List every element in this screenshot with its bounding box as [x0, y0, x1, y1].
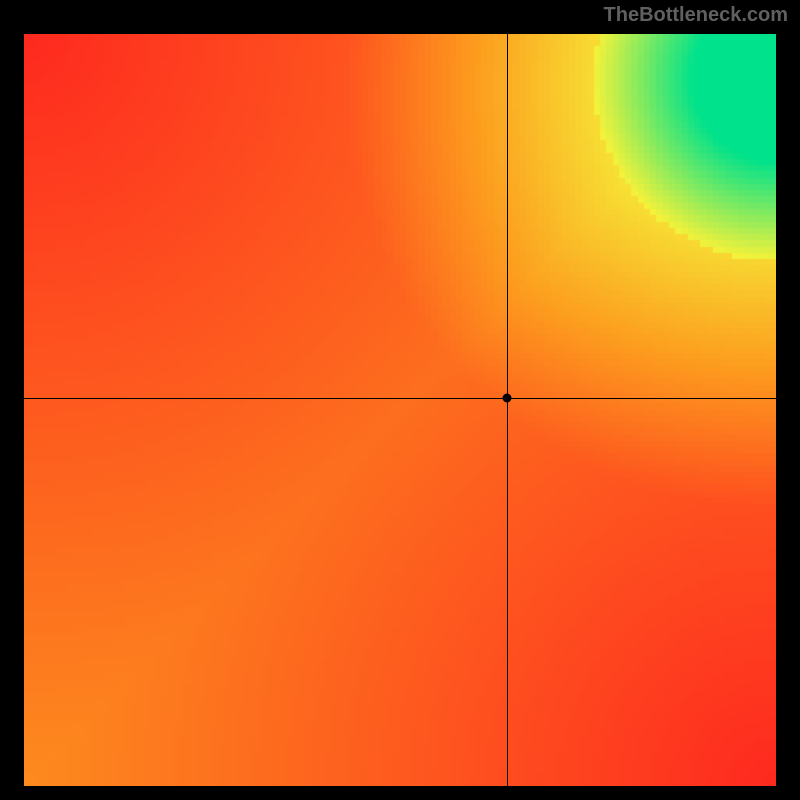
selection-marker [502, 393, 511, 402]
crosshair-vertical [507, 34, 508, 786]
attribution-label: TheBottleneck.com [604, 4, 788, 27]
chart-container: TheBottleneck.com [0, 0, 800, 800]
bottleneck-heatmap [24, 34, 776, 786]
crosshair-horizontal [24, 398, 776, 399]
